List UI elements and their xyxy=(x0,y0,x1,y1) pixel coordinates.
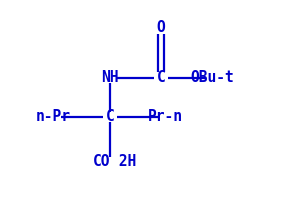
Text: n-Pr: n-Pr xyxy=(36,109,71,124)
Text: CO: CO xyxy=(93,154,110,169)
Text: Pr-n: Pr-n xyxy=(148,109,183,124)
Text: C: C xyxy=(106,109,115,124)
Text: OBu-t: OBu-t xyxy=(190,70,234,85)
Text: O: O xyxy=(157,20,166,35)
Text: C: C xyxy=(157,70,166,85)
Text: 2H: 2H xyxy=(110,154,137,169)
Text: NH: NH xyxy=(101,70,119,85)
